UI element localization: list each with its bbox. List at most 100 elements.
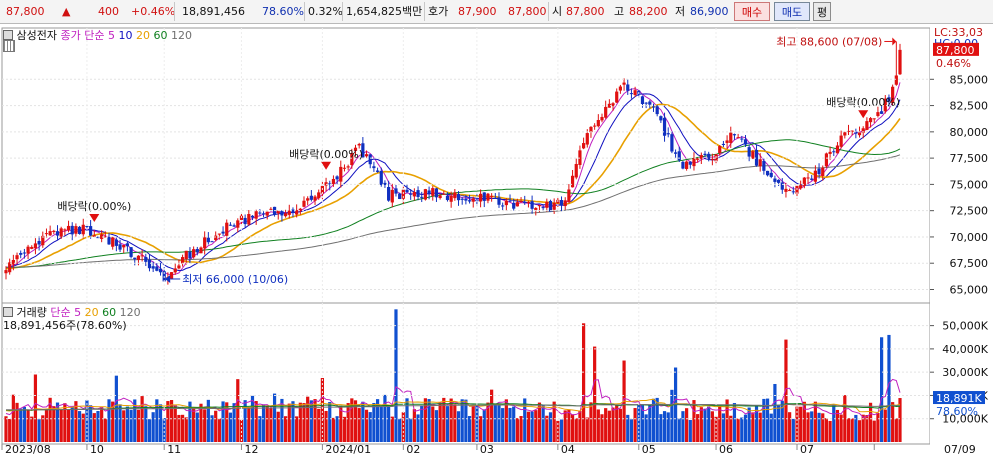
candle-body	[607, 103, 611, 108]
stock-name[interactable]: 삼성전자	[16, 29, 57, 42]
ma-60[interactable]: 60	[153, 29, 168, 42]
volume-bar	[839, 414, 843, 442]
vol-ma-120[interactable]: 120	[119, 306, 141, 319]
volume-bar	[11, 394, 15, 442]
volume-bar	[37, 419, 41, 442]
buy-button[interactable]: 매수	[734, 2, 770, 21]
candle-body	[243, 217, 247, 225]
volume-bar	[89, 405, 93, 442]
volume-bar	[681, 411, 685, 442]
candle-body	[710, 158, 714, 160]
volume-panel[interactable]	[4, 309, 902, 442]
volume-bar	[122, 410, 126, 442]
vol-ma-20[interactable]: 20	[84, 306, 99, 319]
volume-bar	[677, 418, 681, 442]
price-legend: 삼성전자 종가 단순 5 10 20 60 120	[3, 27, 192, 43]
ma-20[interactable]: 20	[135, 29, 150, 42]
candle-body	[438, 195, 442, 199]
sell-button[interactable]: 매도	[774, 2, 810, 21]
stock-chart[interactable]: 배당락(0.00%) 배당락(0.00%) 배당락(0.00%) 최고 88,600 …	[0, 24, 993, 455]
candle-body	[563, 200, 567, 207]
volume-bar	[784, 339, 788, 442]
volume-bar	[898, 398, 902, 442]
candle-body	[423, 189, 428, 200]
turnover-pct: 0.32%	[308, 5, 343, 18]
open-label: 시	[552, 5, 563, 18]
volume-bar	[508, 407, 512, 442]
expand-icon[interactable]	[3, 307, 13, 317]
volume-bar	[762, 398, 766, 442]
volume-bar	[272, 393, 277, 442]
vol-ma-60[interactable]: 60	[102, 306, 117, 319]
volume-bar	[412, 409, 416, 442]
divider	[424, 2, 425, 21]
vol-ma-5[interactable]: 5	[74, 306, 82, 319]
candle-body	[96, 237, 100, 239]
volume-bar	[545, 415, 549, 442]
candle-body	[670, 134, 674, 152]
candle-body	[887, 97, 891, 102]
volume-bar	[493, 404, 497, 442]
x-tick-label: 07/09	[944, 443, 976, 455]
volume-bar	[740, 417, 744, 442]
price-panel[interactable]	[1, 24, 993, 455]
candle-body	[195, 249, 199, 253]
volume-bar	[180, 414, 185, 442]
volume-bar	[482, 409, 486, 442]
volume-bar	[828, 420, 832, 442]
candle-body	[192, 249, 196, 258]
x-tick-label: 02	[406, 443, 420, 455]
high-arrow-icon	[892, 37, 897, 46]
candle-body	[685, 161, 689, 169]
eval-button[interactable]: 평	[813, 2, 831, 21]
candle-body	[894, 75, 898, 85]
grid-toggle-icon[interactable]	[3, 40, 15, 52]
vol-ma-type-label[interactable]: 단순	[50, 306, 71, 319]
volume-bar	[846, 418, 851, 442]
candle-body	[59, 228, 63, 237]
volume-bar	[806, 412, 810, 442]
ma-120[interactable]: 120	[170, 29, 192, 42]
candle-body	[523, 202, 527, 204]
volume-bar	[659, 414, 663, 442]
dividend-arrow-icon	[858, 110, 869, 119]
volume-bar	[570, 414, 575, 442]
ma-10[interactable]: 10	[118, 29, 133, 42]
high-label: 고	[614, 5, 625, 18]
candle-body	[118, 244, 122, 250]
volume-title[interactable]: 거래량	[16, 306, 47, 319]
volume-bar	[210, 415, 214, 442]
candle-body	[265, 211, 269, 216]
candle-body	[828, 151, 832, 154]
candle-body	[545, 201, 549, 208]
expand-icon[interactable]	[3, 30, 13, 40]
volume-bar	[287, 403, 291, 442]
candle-body	[129, 247, 133, 257]
candle-body	[317, 192, 321, 199]
candle-body	[379, 170, 383, 185]
volume-bar	[504, 399, 508, 442]
candle-body	[346, 166, 350, 168]
volume-bar	[824, 418, 829, 442]
candle-body	[880, 111, 884, 114]
candle-body	[295, 210, 299, 215]
candle-body	[103, 236, 107, 238]
x-tick-label: 05	[642, 443, 656, 455]
candle-body	[434, 188, 439, 198]
volume-bar	[383, 394, 387, 442]
candle-body	[173, 268, 177, 273]
candle-body	[81, 224, 85, 235]
volume-tick-label: 50,000K	[942, 320, 988, 333]
volume-bar	[44, 408, 49, 442]
candle-body	[673, 152, 678, 154]
volume-bar	[427, 399, 431, 442]
candle-body	[63, 229, 67, 231]
candle-body	[44, 233, 49, 235]
volume-bar	[835, 409, 840, 442]
candle-body	[140, 255, 144, 257]
candle-body	[442, 193, 446, 195]
ma-5[interactable]: 5	[107, 29, 115, 42]
candle-body	[843, 132, 847, 136]
ma-type-label[interactable]: 종가 단순	[60, 29, 105, 42]
candle-body	[22, 252, 26, 254]
